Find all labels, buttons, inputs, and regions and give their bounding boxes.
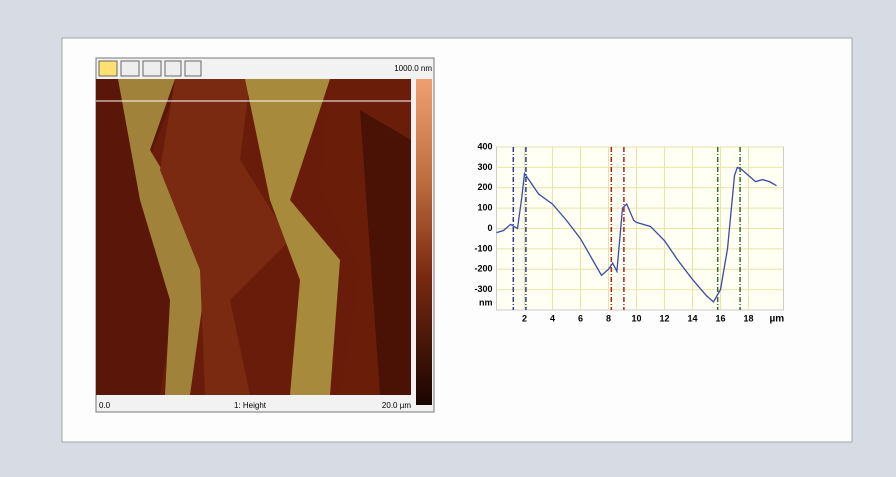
y-tick-label: 0: [487, 223, 492, 233]
x-tick-label: 12: [659, 313, 669, 323]
y-tick-label: -200: [474, 264, 492, 274]
x-tick-label: 8: [606, 313, 611, 323]
x-tick-label: 4: [550, 313, 555, 323]
x-tick-label: 14: [687, 313, 697, 323]
x-tick-label: 16: [715, 313, 725, 323]
y-tick-label: 200: [477, 182, 492, 192]
afm-image: [96, 79, 411, 395]
channel: 1: Height: [234, 401, 267, 410]
y-tick-label: -300: [474, 284, 492, 294]
x-end: 20.0 µm: [382, 401, 411, 410]
color-bar: [416, 79, 432, 405]
y-axis-label: nm: [479, 297, 493, 307]
x-tick-label: 6: [578, 313, 583, 323]
y-tick-label: -100: [474, 243, 492, 253]
x-start: 0.0: [99, 401, 111, 410]
y-tick-label: 300: [477, 162, 492, 172]
profile-line: [496, 166, 777, 303]
x-tick-label: 10: [631, 313, 641, 323]
toolbar: [98, 60, 202, 77]
x-axis-label: µm: [770, 314, 785, 325]
y-tick-label: 100: [477, 203, 492, 213]
x-tick-label: 2: [522, 313, 527, 323]
y-tick-label: 400: [477, 141, 492, 151]
x-tick-label: 18: [743, 313, 753, 323]
scale-max: 1000.0 nm: [394, 64, 432, 73]
